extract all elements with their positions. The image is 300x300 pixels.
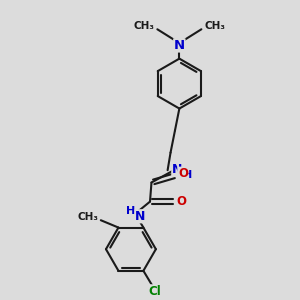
Text: N: N [174,39,185,52]
Text: O: O [176,195,186,208]
Text: CH₃: CH₃ [204,21,225,31]
Text: CH₃: CH₃ [134,21,154,31]
Text: H: H [183,170,192,181]
Text: N: N [135,210,146,223]
Text: O: O [178,167,188,180]
Text: N: N [172,163,182,176]
Text: Cl: Cl [149,285,161,298]
Text: CH₃: CH₃ [77,212,98,222]
Text: H: H [126,206,135,216]
